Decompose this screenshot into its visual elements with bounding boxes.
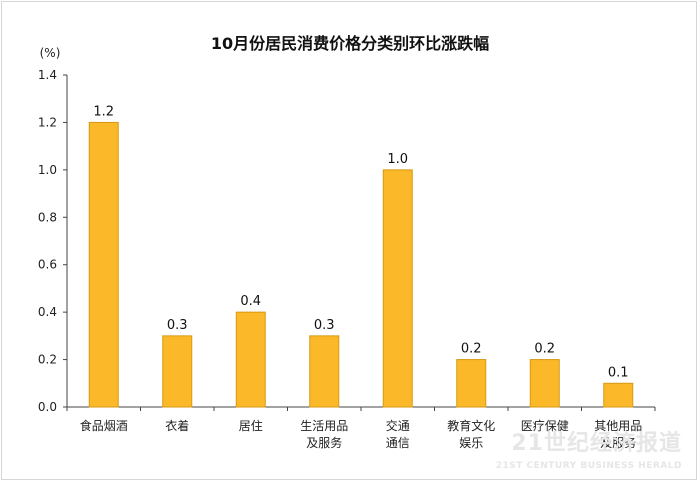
x-category-label: 娱乐 bbox=[459, 436, 483, 450]
watermark-subtitle: 21ST CENTURY BUSINESS HERALD bbox=[495, 461, 682, 471]
bar-value-label: 0.4 bbox=[240, 294, 261, 309]
y-tick-label: 1.0 bbox=[38, 163, 57, 177]
bar-value-label: 0.2 bbox=[534, 342, 555, 357]
bar bbox=[529, 359, 560, 408]
x-category-label: 生活用品 bbox=[300, 419, 348, 433]
bar bbox=[235, 311, 266, 408]
x-category-label: 居住 bbox=[239, 419, 263, 433]
bar bbox=[162, 335, 193, 408]
chart-title: 10月份居民消费价格分类别环比涨跌幅 bbox=[211, 34, 489, 53]
x-category-label: 交通 bbox=[386, 418, 410, 433]
y-tick-label: 0.6 bbox=[38, 258, 57, 272]
bar-value-label: 0.3 bbox=[167, 318, 188, 333]
bar-value-label: 0.2 bbox=[461, 342, 482, 357]
x-category-label: 教育文化 bbox=[447, 418, 495, 433]
y-tick-label: 0.0 bbox=[38, 400, 57, 414]
watermark-logo-text: 21世纪经济报道 bbox=[511, 431, 682, 456]
bar-value-label: 1.2 bbox=[93, 104, 114, 119]
bar-value-label: 0.1 bbox=[608, 365, 629, 380]
bar-value-label: 0.3 bbox=[314, 318, 335, 333]
x-category-label: 及服务 bbox=[600, 435, 636, 450]
bar bbox=[88, 121, 119, 408]
y-tick-label: 0.8 bbox=[38, 210, 57, 224]
x-category-label: 其他用品 bbox=[594, 419, 642, 433]
x-category-label: 通信 bbox=[386, 436, 410, 450]
bar bbox=[603, 382, 634, 408]
y-tick-label: 0.2 bbox=[38, 353, 57, 367]
bar-value-label: 1.0 bbox=[387, 152, 408, 167]
bar bbox=[382, 169, 413, 408]
x-category-label: 及服务 bbox=[306, 435, 342, 450]
y-tick-label: 0.4 bbox=[38, 305, 57, 319]
bar bbox=[456, 359, 487, 408]
y-tick-label: 1.2 bbox=[38, 115, 57, 129]
x-category-label: 衣着 bbox=[165, 418, 189, 433]
y-tick-label: 1.4 bbox=[38, 68, 57, 82]
bar bbox=[309, 335, 340, 408]
y-axis-unit-label: (%) bbox=[40, 46, 61, 60]
x-category-label: 食品烟酒 bbox=[80, 418, 128, 433]
x-category-label: 医疗保健 bbox=[521, 419, 569, 433]
